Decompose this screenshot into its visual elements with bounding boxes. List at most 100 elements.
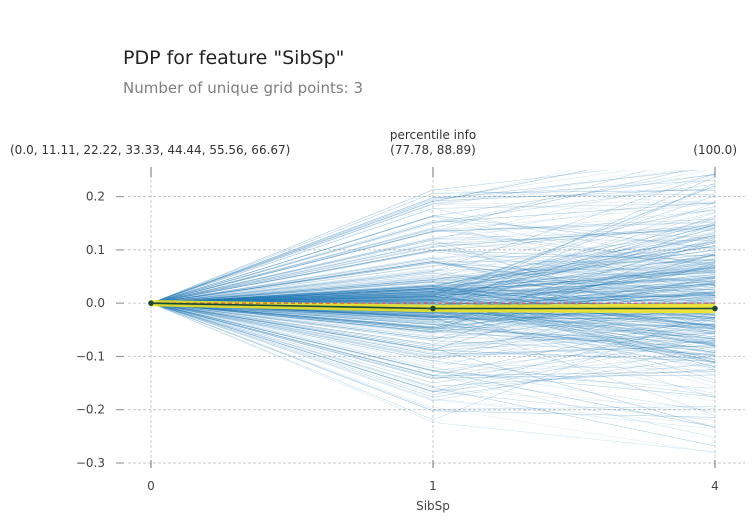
- ice-line: [150, 276, 716, 332]
- chart-title: PDP for feature "SibSp": [123, 47, 345, 69]
- ice-line: [150, 261, 716, 306]
- x-tick-label: 4: [711, 479, 719, 493]
- ice-line: [150, 231, 716, 304]
- ice-line: [150, 189, 716, 304]
- ice-line: [150, 281, 716, 304]
- ice-line: [150, 268, 716, 304]
- ice-line: [150, 281, 716, 325]
- ice-line: [150, 302, 716, 369]
- ice-line: [150, 302, 716, 332]
- ice-line: [150, 297, 716, 369]
- ice-line: [150, 283, 716, 304]
- ice-line: [150, 302, 716, 380]
- ice-line: [150, 254, 716, 304]
- pdp-series: [148, 300, 718, 312]
- ice-line: [150, 208, 716, 304]
- ice-line: [150, 173, 716, 304]
- ice-line: [150, 302, 716, 359]
- ice-line: [150, 249, 716, 304]
- ice-line: [150, 259, 716, 331]
- ice-line: [150, 251, 716, 304]
- y-tick-label: −0.3: [76, 456, 105, 470]
- ice-line: [150, 170, 631, 304]
- ice-line: [150, 302, 716, 344]
- y-tick-label: −0.1: [76, 349, 105, 363]
- ice-line: [150, 228, 716, 304]
- ice-line: [150, 261, 716, 326]
- ice-line: [150, 302, 716, 428]
- ice-line: [150, 259, 716, 304]
- ice-line: [150, 291, 716, 324]
- ice-line: [150, 302, 716, 371]
- ice-line: [150, 223, 716, 332]
- ice-line: [150, 277, 716, 304]
- ice-line: [150, 177, 716, 304]
- ice-line: [150, 261, 716, 318]
- ice-line: [150, 302, 716, 395]
- ice-line: [150, 194, 716, 304]
- ice-line: [150, 302, 716, 349]
- ice-line: [150, 195, 716, 304]
- ice-line: [150, 284, 716, 346]
- ice-line: [150, 174, 716, 304]
- ice-line: [150, 240, 716, 304]
- y-tick-label: 0.2: [86, 190, 105, 204]
- ice-line: [150, 170, 689, 304]
- ice-line: [150, 283, 716, 327]
- ice-line: [150, 302, 716, 355]
- y-tick-label: −0.2: [76, 403, 105, 417]
- ice-line: [150, 246, 716, 304]
- ice-line: [150, 170, 685, 304]
- ice-line: [150, 170, 573, 304]
- ice-line: [150, 271, 716, 304]
- ice-line: [150, 249, 716, 304]
- ice-line: [150, 249, 716, 304]
- ice-line: [150, 302, 716, 420]
- ice-line: [150, 170, 656, 304]
- ice-line: [150, 302, 716, 345]
- ice-line: [150, 230, 716, 304]
- ice-line: [150, 238, 716, 345]
- ice-line: [150, 185, 716, 304]
- ice-line: [150, 269, 716, 304]
- ice-line: [150, 286, 716, 304]
- ice-line: [150, 261, 716, 316]
- ice-line: [150, 262, 716, 304]
- ice-line: [150, 302, 716, 321]
- ice-line: [150, 294, 716, 360]
- ice-line: [150, 221, 716, 304]
- ice-line: [150, 220, 716, 304]
- ice-line: [150, 235, 716, 304]
- ice-line: [150, 302, 716, 359]
- ice-line: [150, 223, 716, 304]
- ice-line: [150, 265, 716, 323]
- ice-line: [150, 204, 716, 304]
- ice-line: [150, 302, 716, 341]
- ice-line: [150, 253, 716, 329]
- percentile-info-title: percentile info: [390, 128, 476, 142]
- ice-line: [150, 203, 716, 304]
- ice-line: [150, 179, 716, 304]
- ice-line: [150, 245, 716, 304]
- ice-line: [150, 269, 716, 304]
- ice-line: [150, 215, 716, 304]
- ice-line: [150, 235, 716, 304]
- ice-line: [150, 293, 716, 304]
- ice-line: [150, 232, 716, 304]
- ice-line: [150, 289, 716, 344]
- ice-line: [150, 302, 716, 438]
- ice-line: [150, 286, 716, 333]
- ice-line: [150, 216, 716, 304]
- pdp-point: [148, 300, 154, 306]
- ice-line: [150, 302, 716, 357]
- ice-line: [150, 262, 716, 304]
- ice-line: [150, 302, 716, 358]
- ice-line: [150, 261, 716, 304]
- ice-line: [150, 296, 716, 327]
- ice-line: [150, 302, 716, 367]
- ice-line: [150, 170, 700, 304]
- ice-line: [150, 206, 716, 304]
- ice-line: [150, 269, 716, 304]
- ice-line: [150, 302, 716, 353]
- ice-line: [150, 173, 716, 304]
